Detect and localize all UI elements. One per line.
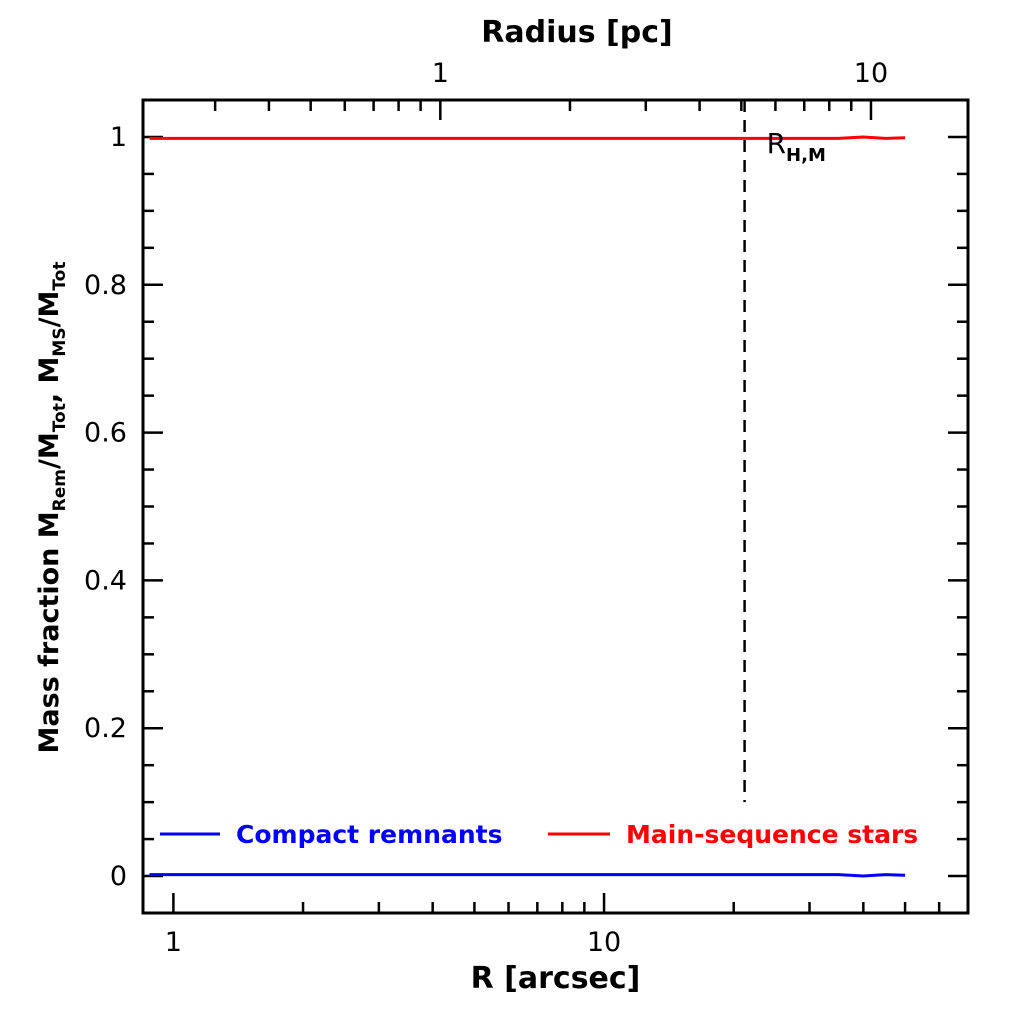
plot-frame [141,98,970,915]
x-axis-title: R [arcsec] [471,961,641,996]
y-tick-label: 0.6 [84,418,127,449]
y-tick-label: 0.8 [84,270,127,301]
series-line-compact-remnants [149,873,906,878]
x2-tick-label: 1 [432,58,449,89]
x2-tick-label: 10 [854,58,888,89]
y-tick-label: 0.4 [84,565,127,596]
y-tick-label: 0.2 [84,713,127,744]
half-mass-radius-label: RH,M [767,127,826,166]
series-line-main-sequence-stars [149,135,906,140]
x2-axis-title: Radius [pc] [481,15,672,50]
legend-label-1: Main-sequence stars [626,820,918,849]
y-tick-label: 0 [110,861,127,892]
x-tick-label: 10 [587,927,621,958]
x-tick-label: 1 [165,927,182,958]
y-axis-title: Mass fraction MRem/MTot, MMS/MTot [34,262,70,754]
y-tick-label: 1 [110,122,127,153]
legend-label-0: Compact remnants [236,820,502,849]
